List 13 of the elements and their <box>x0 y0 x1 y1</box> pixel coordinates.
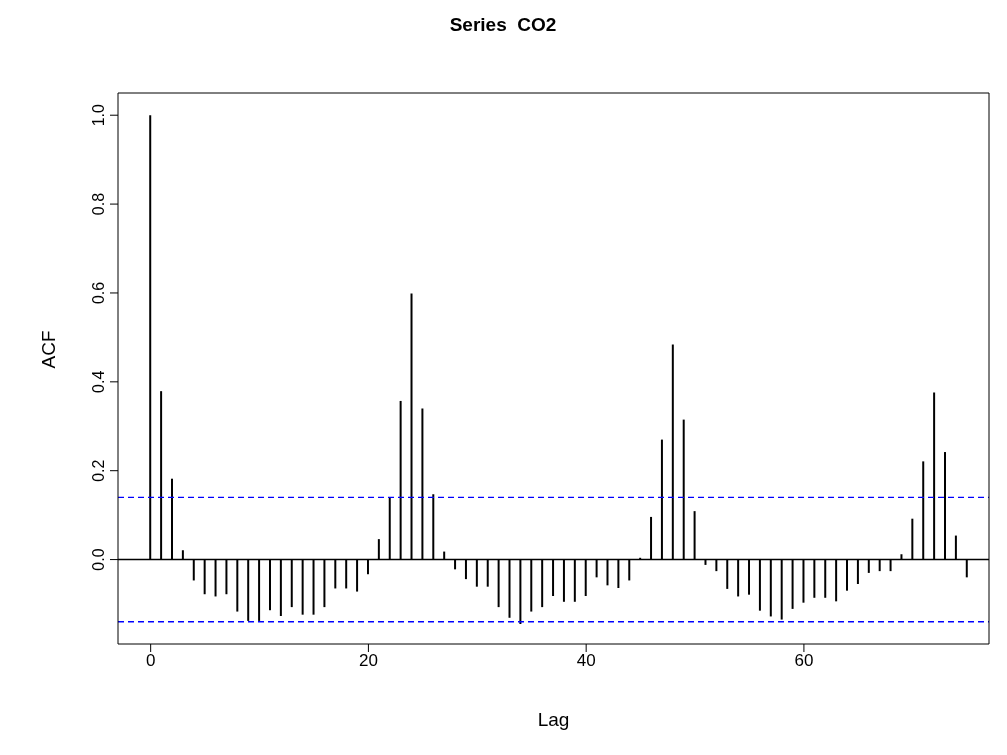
x-tick-label: 40 <box>576 651 596 671</box>
x-tick-label: 60 <box>794 651 814 671</box>
y-tick-label: 1.0 <box>90 104 107 127</box>
y-tick-label: 0.6 <box>90 281 107 305</box>
x-tick-label: 20 <box>358 651 378 671</box>
y-axis-title: ACF <box>37 330 59 369</box>
x-axis-title: Lag <box>537 709 570 730</box>
y-tick-label: 0.4 <box>90 370 107 393</box>
y-tick-label: 0.2 <box>90 459 107 482</box>
y-tick-label: 0.0 <box>90 548 107 571</box>
x-tick-label: 0 <box>145 651 156 671</box>
y-tick-label: 0.8 <box>90 192 107 216</box>
chart-title: Series CO2 <box>448 13 558 37</box>
